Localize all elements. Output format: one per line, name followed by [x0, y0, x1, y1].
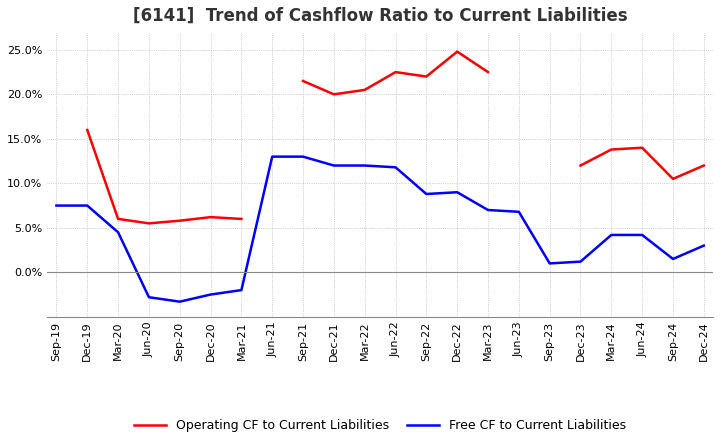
Operating CF to Current Liabilities	[83, 127, 91, 132]
Free CF to Current Liabilities	[669, 257, 678, 262]
Operating CF to Current Liabilities	[638, 145, 647, 150]
Operating CF to Current Liabilities	[576, 163, 585, 168]
Free CF to Current Liabilities	[700, 243, 708, 248]
Free CF to Current Liabilities	[638, 232, 647, 238]
Free CF to Current Liabilities	[422, 191, 431, 197]
Operating CF to Current Liabilities	[145, 221, 153, 226]
Legend: Operating CF to Current Liabilities, Free CF to Current Liabilities: Operating CF to Current Liabilities, Fre…	[130, 414, 631, 437]
Operating CF to Current Liabilities	[484, 70, 492, 75]
Title: [6141]  Trend of Cashflow Ratio to Current Liabilities: [6141] Trend of Cashflow Ratio to Curren…	[132, 7, 627, 25]
Free CF to Current Liabilities	[391, 165, 400, 170]
Operating CF to Current Liabilities	[391, 70, 400, 75]
Free CF to Current Liabilities	[114, 230, 122, 235]
Operating CF to Current Liabilities	[607, 147, 616, 152]
Free CF to Current Liabilities	[268, 154, 276, 159]
Line: Free CF to Current Liabilities: Free CF to Current Liabilities	[56, 157, 704, 302]
Operating CF to Current Liabilities	[114, 216, 122, 222]
Operating CF to Current Liabilities	[299, 78, 307, 84]
Free CF to Current Liabilities	[484, 207, 492, 213]
Free CF to Current Liabilities	[545, 261, 554, 266]
Operating CF to Current Liabilities	[237, 216, 246, 222]
Free CF to Current Liabilities	[83, 203, 91, 208]
Free CF to Current Liabilities	[52, 203, 60, 208]
Operating CF to Current Liabilities	[206, 214, 215, 220]
Operating CF to Current Liabilities	[330, 92, 338, 97]
Free CF to Current Liabilities	[237, 287, 246, 293]
Free CF to Current Liabilities	[330, 163, 338, 168]
Free CF to Current Liabilities	[607, 232, 616, 238]
Free CF to Current Liabilities	[176, 299, 184, 304]
Free CF to Current Liabilities	[576, 259, 585, 264]
Operating CF to Current Liabilities	[700, 163, 708, 168]
Line: Operating CF to Current Liabilities: Operating CF to Current Liabilities	[87, 51, 704, 224]
Free CF to Current Liabilities	[299, 154, 307, 159]
Free CF to Current Liabilities	[206, 292, 215, 297]
Free CF to Current Liabilities	[145, 295, 153, 300]
Free CF to Current Liabilities	[361, 163, 369, 168]
Operating CF to Current Liabilities	[669, 176, 678, 182]
Operating CF to Current Liabilities	[422, 74, 431, 79]
Free CF to Current Liabilities	[453, 190, 462, 195]
Operating CF to Current Liabilities	[361, 87, 369, 92]
Free CF to Current Liabilities	[515, 209, 523, 214]
Operating CF to Current Liabilities	[176, 218, 184, 224]
Operating CF to Current Liabilities	[453, 49, 462, 54]
